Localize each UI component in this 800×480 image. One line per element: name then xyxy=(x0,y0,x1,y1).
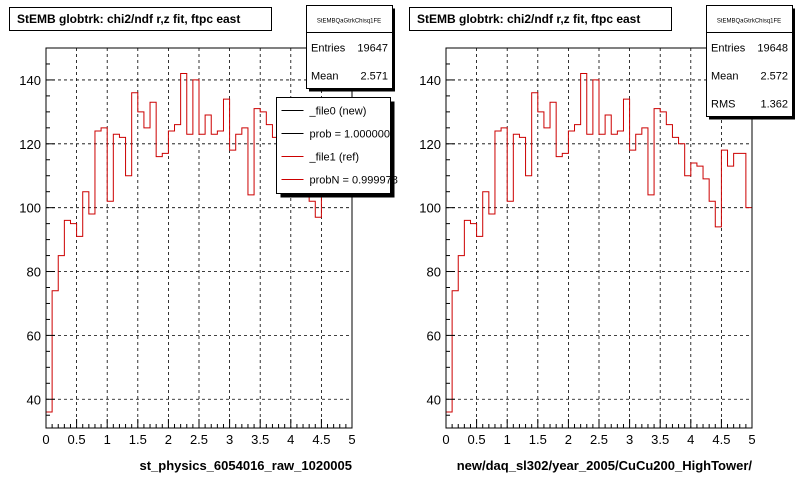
stats-row-value: 2.571 xyxy=(360,71,388,83)
stats-row-label: Mean xyxy=(311,71,339,83)
y-tick-label: 60 xyxy=(27,328,41,343)
y-tick-label: 120 xyxy=(19,137,41,152)
legend-box xyxy=(276,97,391,194)
x-tick-label: 2.5 xyxy=(590,432,608,447)
x-tick-label: 2 xyxy=(165,432,172,447)
stats-row-value: 19648 xyxy=(757,43,788,55)
y-tick-label: 80 xyxy=(27,265,41,280)
chart-title: StEMB globtrk: chi2/ndf r,z fit, ftpc ea… xyxy=(17,12,240,26)
x-tick-label: 3.5 xyxy=(251,432,269,447)
stats-row-label: RMS xyxy=(711,99,735,111)
x-tick-label: 2.5 xyxy=(190,432,208,447)
left-histogram-panel: 0 0.5 1 1.5 2 2.5 3 3.5 4 4.5 5 40 60 80 100 120 140 st_p… xyxy=(9,5,398,473)
x-tick-label: 1 xyxy=(504,432,511,447)
y-tick-label: 60 xyxy=(427,328,441,343)
title-box xyxy=(409,7,672,31)
legend-entry-label: _file1 (ref) xyxy=(309,152,360,164)
stats-row-value: 1.362 xyxy=(760,99,788,111)
y-tick-label: 140 xyxy=(19,73,41,88)
x-tick-label: 0.5 xyxy=(468,432,486,447)
x-axis-label: st_physics_6054016_raw_1020005 xyxy=(139,458,352,473)
legend-entry-label: prob = 1.000000 xyxy=(310,129,390,141)
y-tick-label: 140 xyxy=(419,73,441,88)
legend-entry-label: probN = 0.999978 xyxy=(310,175,398,187)
stats-row-label: Mean xyxy=(711,71,739,83)
stats-name: StEMBQaGtrkChisq1FE xyxy=(717,19,781,25)
x-tick-label: 0.5 xyxy=(68,432,86,447)
stats-name: StEMBQaGtrkChisq1FE xyxy=(317,19,381,25)
x-tick-label: 4 xyxy=(687,432,694,447)
y-tick-label: 120 xyxy=(419,137,441,152)
stats-row-value: 2.572 xyxy=(760,71,788,83)
x-axis-label: new/daq_sl302/year_2005/CuCu200_HighTowe… xyxy=(457,458,753,473)
legend-entry-label: _file0 (new) xyxy=(309,106,367,118)
right-histogram-panel: 0 0.5 1 1.5 2 2.5 3 3.5 4 4.5 5 40 60 80 100 120 140 new/… xyxy=(409,5,795,473)
x-tick-label: 1 xyxy=(104,432,111,447)
x-tick-label: 0 xyxy=(42,432,49,447)
x-tick-label: 3.5 xyxy=(651,432,669,447)
stats-row-label: Entries xyxy=(311,43,346,55)
y-tick-label: 100 xyxy=(19,201,41,216)
x-tick-label: 3 xyxy=(226,432,233,447)
x-tick-label: 0 xyxy=(442,432,449,447)
y-tick-label: 40 xyxy=(27,392,41,407)
title-box xyxy=(9,7,272,31)
x-tick-label: 4 xyxy=(287,432,294,447)
x-tick-label: 4.5 xyxy=(712,432,730,447)
x-tick-label: 5 xyxy=(348,432,355,447)
y-tick-label: 80 xyxy=(427,265,441,280)
x-tick-label: 1.5 xyxy=(129,432,147,447)
x-tick-label: 3 xyxy=(626,432,633,447)
stats-row-label: Entries xyxy=(711,43,746,55)
x-tick-label: 4.5 xyxy=(312,432,330,447)
x-tick-label: 5 xyxy=(748,432,755,447)
histogram-line xyxy=(445,73,753,428)
y-tick-label: 40 xyxy=(427,392,441,407)
x-tick-label: 1.5 xyxy=(529,432,547,447)
x-tick-label: 2 xyxy=(565,432,572,447)
stats-row-value: 19647 xyxy=(357,43,388,55)
stats-box xyxy=(306,5,393,89)
stats-box xyxy=(706,5,793,117)
chart-title: StEMB globtrk: chi2/ndf r,z fit, ftpc ea… xyxy=(417,12,640,26)
y-tick-label: 100 xyxy=(419,201,441,216)
